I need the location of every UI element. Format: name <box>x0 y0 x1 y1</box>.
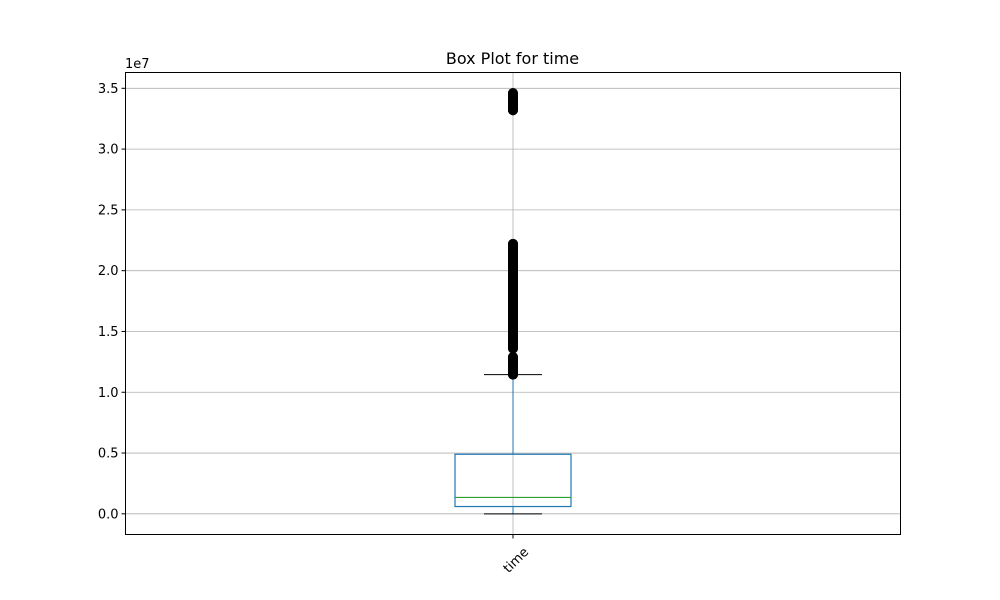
x-axis-ticks: time <box>501 534 532 576</box>
y-axis-ticks: 0.0 0.5 1.0 1.5 2.0 2.5 3.0 3.5 <box>98 82 126 522</box>
outlier-point <box>508 369 518 380</box>
y-tick-label: 3.5 <box>98 82 119 97</box>
iqr-box <box>454 453 572 508</box>
outlier-point <box>508 343 518 354</box>
outlier-point <box>508 105 518 116</box>
y-tick-label: 1.0 <box>98 386 119 401</box>
y-tick-label: 2.0 <box>98 264 119 279</box>
y-tick-label: 1.5 <box>98 325 119 340</box>
x-tick-label: time <box>501 545 532 576</box>
box-series <box>454 88 572 515</box>
chart-title: Box Plot for time <box>446 49 579 68</box>
y-tick-label: 2.5 <box>98 203 119 218</box>
outlier-point <box>508 238 518 249</box>
outlier-point <box>508 88 518 99</box>
y-tick-label: 3.0 <box>98 143 119 158</box>
y-tick-label: 0.0 <box>98 507 119 522</box>
outlier-point <box>508 351 518 362</box>
y-tick-label: 0.5 <box>98 447 119 462</box>
y-axis-offset-label: 1e7 <box>125 57 150 72</box>
box-time <box>454 88 572 515</box>
